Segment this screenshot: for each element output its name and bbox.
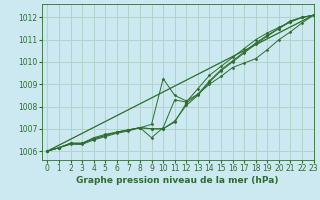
X-axis label: Graphe pression niveau de la mer (hPa): Graphe pression niveau de la mer (hPa) bbox=[76, 176, 279, 185]
